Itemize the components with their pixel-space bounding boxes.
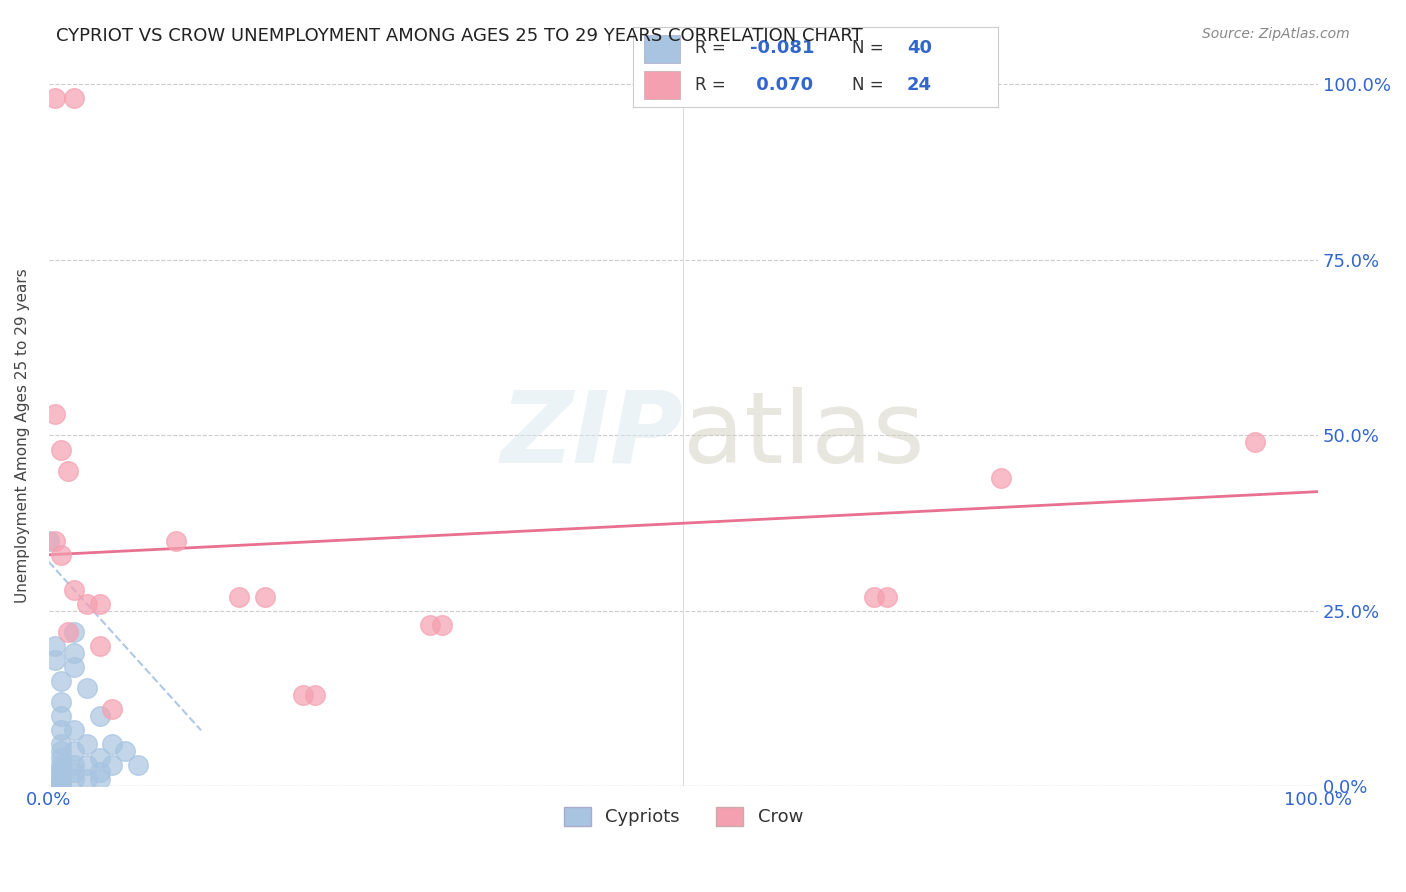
Point [51,765,73,780]
Point [990,470,1012,484]
Point [51,674,73,689]
Point [63,744,86,758]
Point [291,688,314,702]
Legend: Cypriots, Crow: Cypriots, Crow [557,800,810,834]
FancyBboxPatch shape [644,35,681,62]
Point [76,737,98,751]
Text: -0.081: -0.081 [749,39,814,57]
Point [89,709,111,723]
Point [127,758,149,772]
Point [44,91,66,105]
Point [228,590,250,604]
Point [101,702,124,716]
Point [63,772,86,787]
Point [51,777,73,791]
Text: CYPRIOT VS CROW UNEMPLOYMENT AMONG AGES 25 TO 29 YEARS CORRELATION CHART: CYPRIOT VS CROW UNEMPLOYMENT AMONG AGES … [56,27,863,45]
Point [63,660,86,674]
Point [63,765,86,780]
Point [89,597,111,611]
Text: atlas: atlas [683,387,925,484]
Point [44,653,66,667]
FancyBboxPatch shape [644,71,681,99]
Point [51,762,73,776]
Point [876,590,898,604]
Point [56,464,79,478]
Point [38,533,60,548]
Point [56,625,79,640]
Point [304,688,326,702]
Point [51,772,73,787]
Point [51,723,73,738]
Point [63,758,86,772]
Point [51,737,73,751]
Point [63,582,86,597]
Point [1243,435,1265,450]
Text: Source: ZipAtlas.com: Source: ZipAtlas.com [1202,27,1350,41]
Point [76,681,98,696]
Text: R =: R = [695,39,731,57]
Point [51,778,73,792]
Point [114,744,136,758]
Point [51,744,73,758]
Text: ZIP: ZIP [501,387,683,484]
Point [863,590,886,604]
Point [51,769,73,783]
Point [253,590,276,604]
Point [44,408,66,422]
Point [51,442,73,457]
Text: N =: N = [852,39,889,57]
Point [51,751,73,765]
Point [432,618,454,632]
Point [63,723,86,738]
Point [63,91,86,105]
Point [44,533,66,548]
Point [89,751,111,765]
Point [89,639,111,653]
Point [51,758,73,772]
Text: 40: 40 [907,39,932,57]
Point [51,695,73,709]
Point [51,775,73,789]
Text: 0.070: 0.070 [749,77,813,95]
Text: N =: N = [852,77,889,95]
Point [101,737,124,751]
Y-axis label: Unemployment Among Ages 25 to 29 years: Unemployment Among Ages 25 to 29 years [15,268,30,603]
Text: 24: 24 [907,77,932,95]
Point [89,765,111,780]
Point [76,597,98,611]
Point [63,625,86,640]
Point [165,533,187,548]
Point [101,758,124,772]
Point [51,780,73,794]
Point [51,709,73,723]
Point [51,773,73,788]
Text: R =: R = [695,77,731,95]
Point [76,772,98,787]
Point [51,548,73,562]
Point [76,758,98,772]
Point [63,646,86,660]
Point [44,639,66,653]
Point [89,772,111,787]
Point [419,618,441,632]
